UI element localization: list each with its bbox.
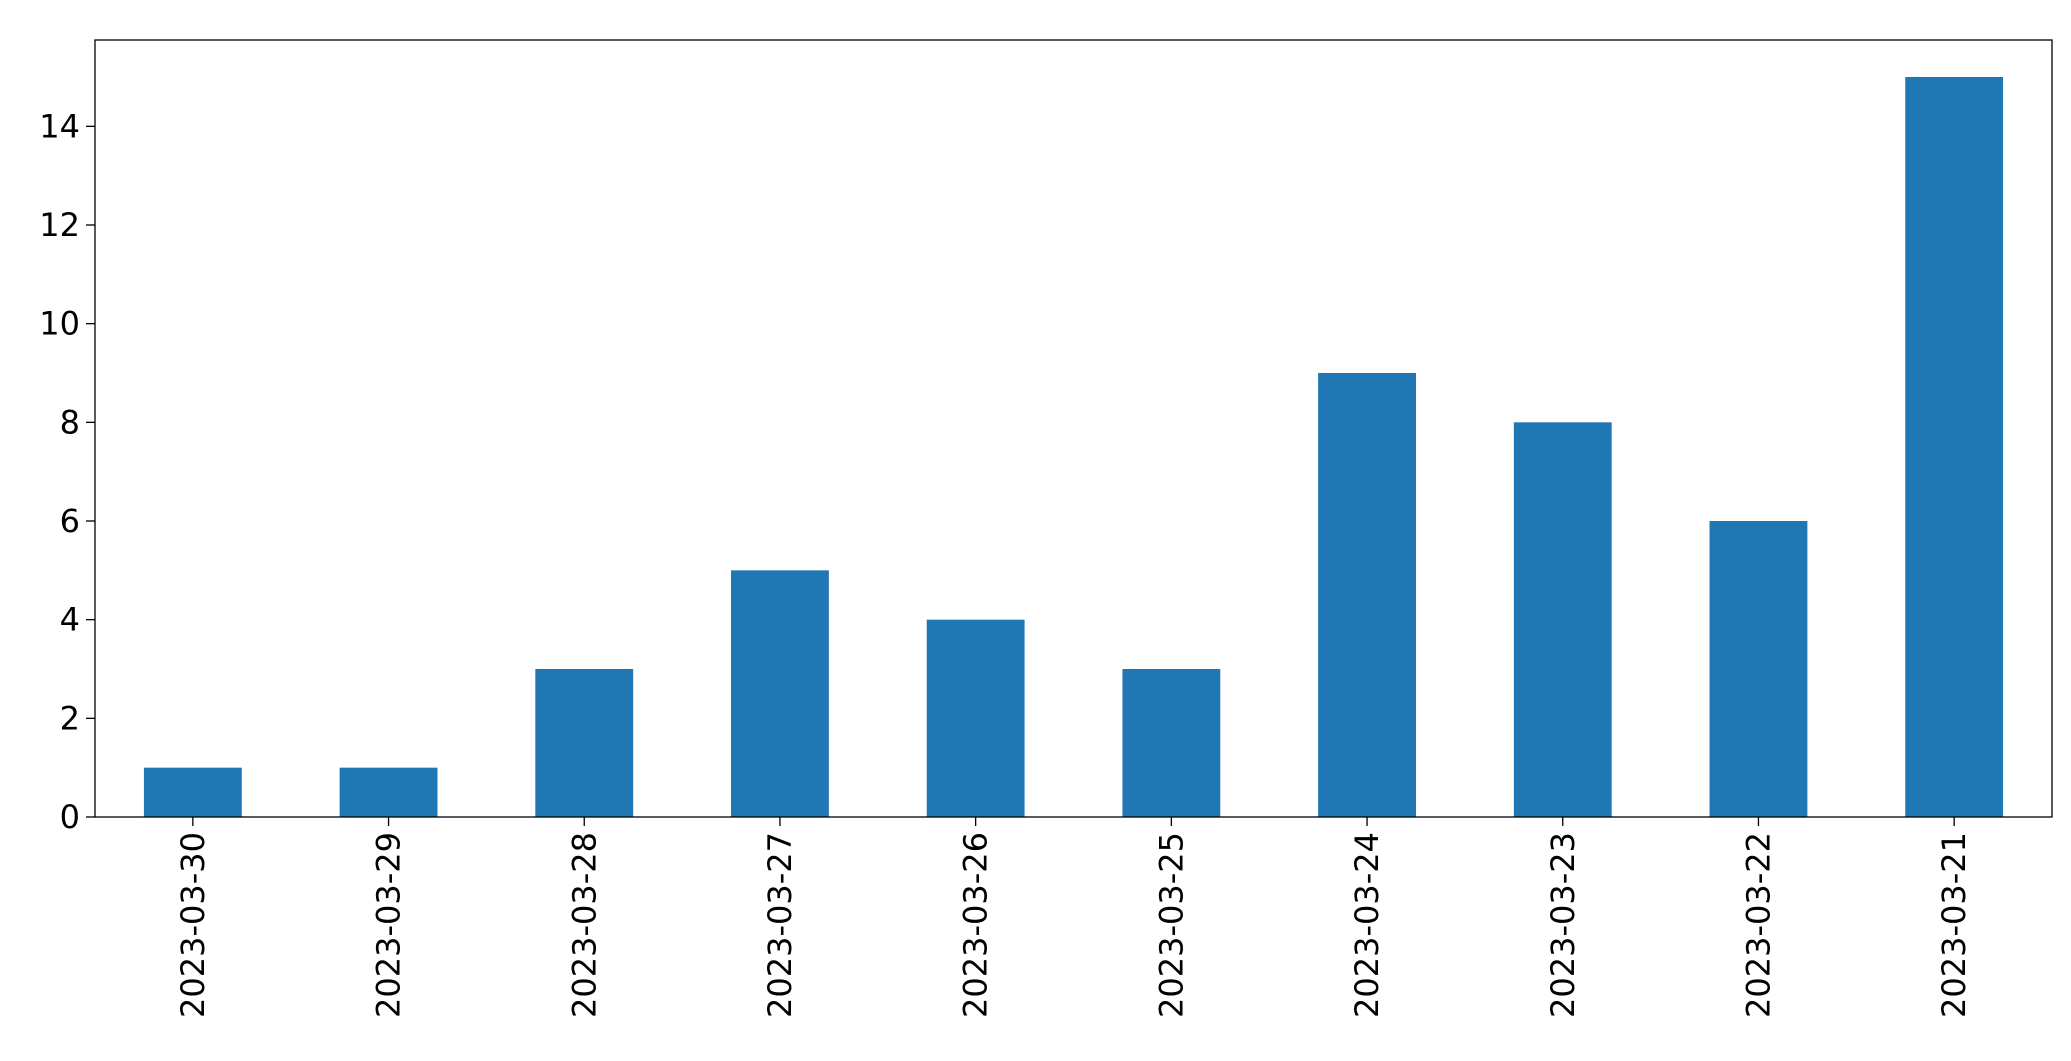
x-tick-label: 2023-03-21 xyxy=(1935,832,1973,1018)
bar xyxy=(731,570,829,817)
bar xyxy=(1513,422,1612,817)
x-tick-label: 2023-03-27 xyxy=(761,832,799,1018)
y-tick-label: 4 xyxy=(60,601,80,639)
y-tick-label: 2 xyxy=(60,699,80,737)
x-tick-label: 2023-03-23 xyxy=(1544,832,1582,1018)
y-tick-label: 14 xyxy=(39,107,80,145)
x-tick-label: 2023-03-30 xyxy=(174,832,212,1018)
bar xyxy=(143,767,242,817)
y-tick-label: 0 xyxy=(60,798,80,836)
x-tick-label: 2023-03-26 xyxy=(957,832,995,1018)
bar xyxy=(535,669,634,817)
plot-frame xyxy=(94,39,2053,818)
x-tick-label: 2023-03-24 xyxy=(1348,832,1386,1018)
y-tick-label: 6 xyxy=(60,502,80,540)
bar xyxy=(1122,669,1221,817)
y-tick-label: 8 xyxy=(60,403,80,441)
bar xyxy=(1905,77,2004,817)
bar xyxy=(339,767,438,817)
x-tick-label: 2023-03-29 xyxy=(370,832,408,1018)
bar xyxy=(1709,521,1808,817)
y-tick-label: 10 xyxy=(39,305,80,343)
x-tick-label: 2023-03-25 xyxy=(1152,832,1190,1018)
x-tick-label: 2023-03-22 xyxy=(1739,832,1777,1018)
x-tick-label: 2023-03-28 xyxy=(565,832,603,1018)
y-tick-label: 12 xyxy=(39,206,80,244)
bar xyxy=(1318,373,1416,817)
bar xyxy=(926,619,1025,817)
